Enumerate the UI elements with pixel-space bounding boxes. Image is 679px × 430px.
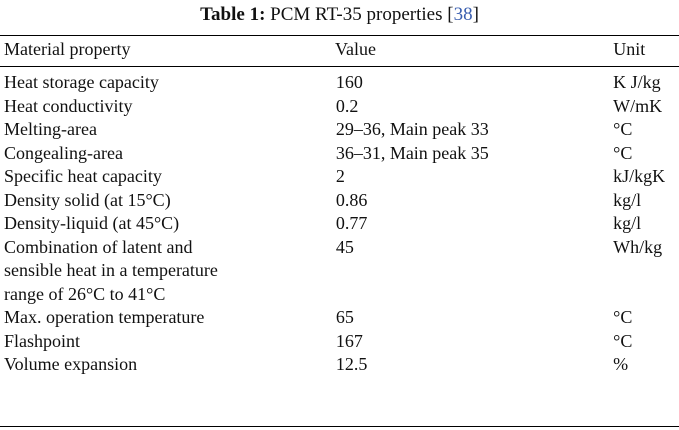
table-row: Heat storage capacity 160 K J/kg [0, 71, 679, 95]
cell-property: Combination of latent and sensible heat … [0, 236, 336, 307]
cell-unit: kg/l [613, 189, 642, 210]
cell-unit: °C [613, 119, 633, 139]
table-top-rule [0, 35, 679, 36]
cell-property: Flashpoint [0, 330, 336, 354]
cell-value: 160 [335, 72, 363, 92]
cell-unit: °C [613, 142, 633, 163]
table-row: Flashpoint 167 °C [0, 330, 679, 354]
column-header-unit: Unit [613, 39, 646, 59]
table-row: Heat conductivity 0.2 W/mK [0, 95, 679, 119]
cell-value: 29–36, Main peak 33 [335, 119, 489, 139]
table-row: Combination of latent and sensible heat … [0, 236, 679, 307]
table-row: Melting-area 29–36, Main peak 33 °C [0, 118, 679, 142]
table-row: Volume expansion 12.5% [0, 353, 679, 377]
cell-property-text: Volume expansion [4, 354, 138, 374]
table-row: Congealing-area 36–31, Main peak 35 °C [0, 142, 679, 166]
table-header-rule [0, 66, 679, 67]
column-header-property: Material property [4, 39, 131, 59]
table-row: Specific heat capacity 2 kJ/kgK [0, 165, 679, 189]
cell-value: 2 [335, 166, 345, 186]
table-bottom-rule [0, 426, 679, 427]
cell-property-text: Heat conductivity [4, 95, 133, 116]
cell-property-text: Combination of latent and sensible heat … [4, 236, 218, 304]
cell-property: Max. operation temperature [0, 306, 336, 330]
cell-property-text: Melting-area [4, 119, 97, 139]
cell-property-text: Density-liquid (at 45°C) [4, 213, 180, 233]
cell-value: 36–31, Main peak 35 [335, 142, 489, 163]
cell-property: Density-liquid (at 45°C) [0, 212, 336, 236]
cell-unit: kg/l [613, 213, 642, 233]
table-caption-title: PCM RT-35 properties [270, 4, 443, 25]
cell-unit: % [613, 354, 629, 374]
cell-property-text: Density solid (at 15°C) [4, 189, 171, 210]
table-caption: Table 1: PCM RT-35 properties [38] [0, 3, 679, 27]
cell-property-text: Heat storage capacity [4, 72, 159, 92]
properties-table: Heat storage capacity 160 K J/kg Heat condu… [0, 71, 679, 377]
table-row: Max. operation temperature 65 °C [0, 306, 679, 330]
cell-property: Density solid (at 15°C) [0, 189, 336, 213]
cell-value: 65 [335, 307, 354, 327]
cell-unit: °C [613, 330, 633, 351]
table-row: Density-liquid (at 45°C) 0.77 kg/l [0, 212, 679, 236]
cell-value: 0.77 [335, 213, 368, 233]
cell-unit: °C [613, 307, 633, 327]
cell-unit: W/mK [613, 95, 663, 116]
cell-property-text: Max. operation temperature [4, 307, 205, 327]
table-caption-label: Table 1: [200, 4, 266, 25]
cell-value: 12.5 [335, 354, 368, 374]
cell-value: 0.86 [335, 189, 368, 210]
table-header-row: Material property Value Unit [0, 38, 679, 62]
cell-value: 0.2 [335, 95, 359, 116]
cell-property-text: Specific heat capacity [4, 166, 162, 186]
cell-property: Heat conductivity [0, 95, 336, 119]
citation-link[interactable]: 38 [453, 4, 473, 25]
cell-property: Specific heat capacity [0, 165, 336, 189]
table-body: Heat storage capacity 160 K J/kg Heat condu… [0, 71, 679, 377]
table-caption-ref-close: ] [472, 4, 479, 25]
cell-unit: kJ/kgK [613, 166, 666, 186]
cell-property-text: Flashpoint [4, 330, 81, 351]
cell-unit: Wh/kg [613, 236, 663, 257]
cell-property: Heat storage capacity [0, 71, 336, 95]
table-header: Material property Value Unit [0, 38, 679, 62]
cell-value: 45 [335, 236, 354, 257]
cell-property: Volume expansion [0, 353, 336, 377]
table-row: Density solid (at 15°C) 0.86 kg/l [0, 189, 679, 213]
cell-property: Melting-area [0, 118, 336, 142]
table-caption-ref-open: [ [447, 4, 454, 25]
cell-property: Congealing-area [0, 142, 336, 166]
cell-property-text: Congealing-area [4, 142, 123, 163]
column-header-value: Value [335, 39, 376, 59]
cell-unit: K J/kg [613, 72, 661, 92]
cell-value: 167 [335, 330, 363, 351]
